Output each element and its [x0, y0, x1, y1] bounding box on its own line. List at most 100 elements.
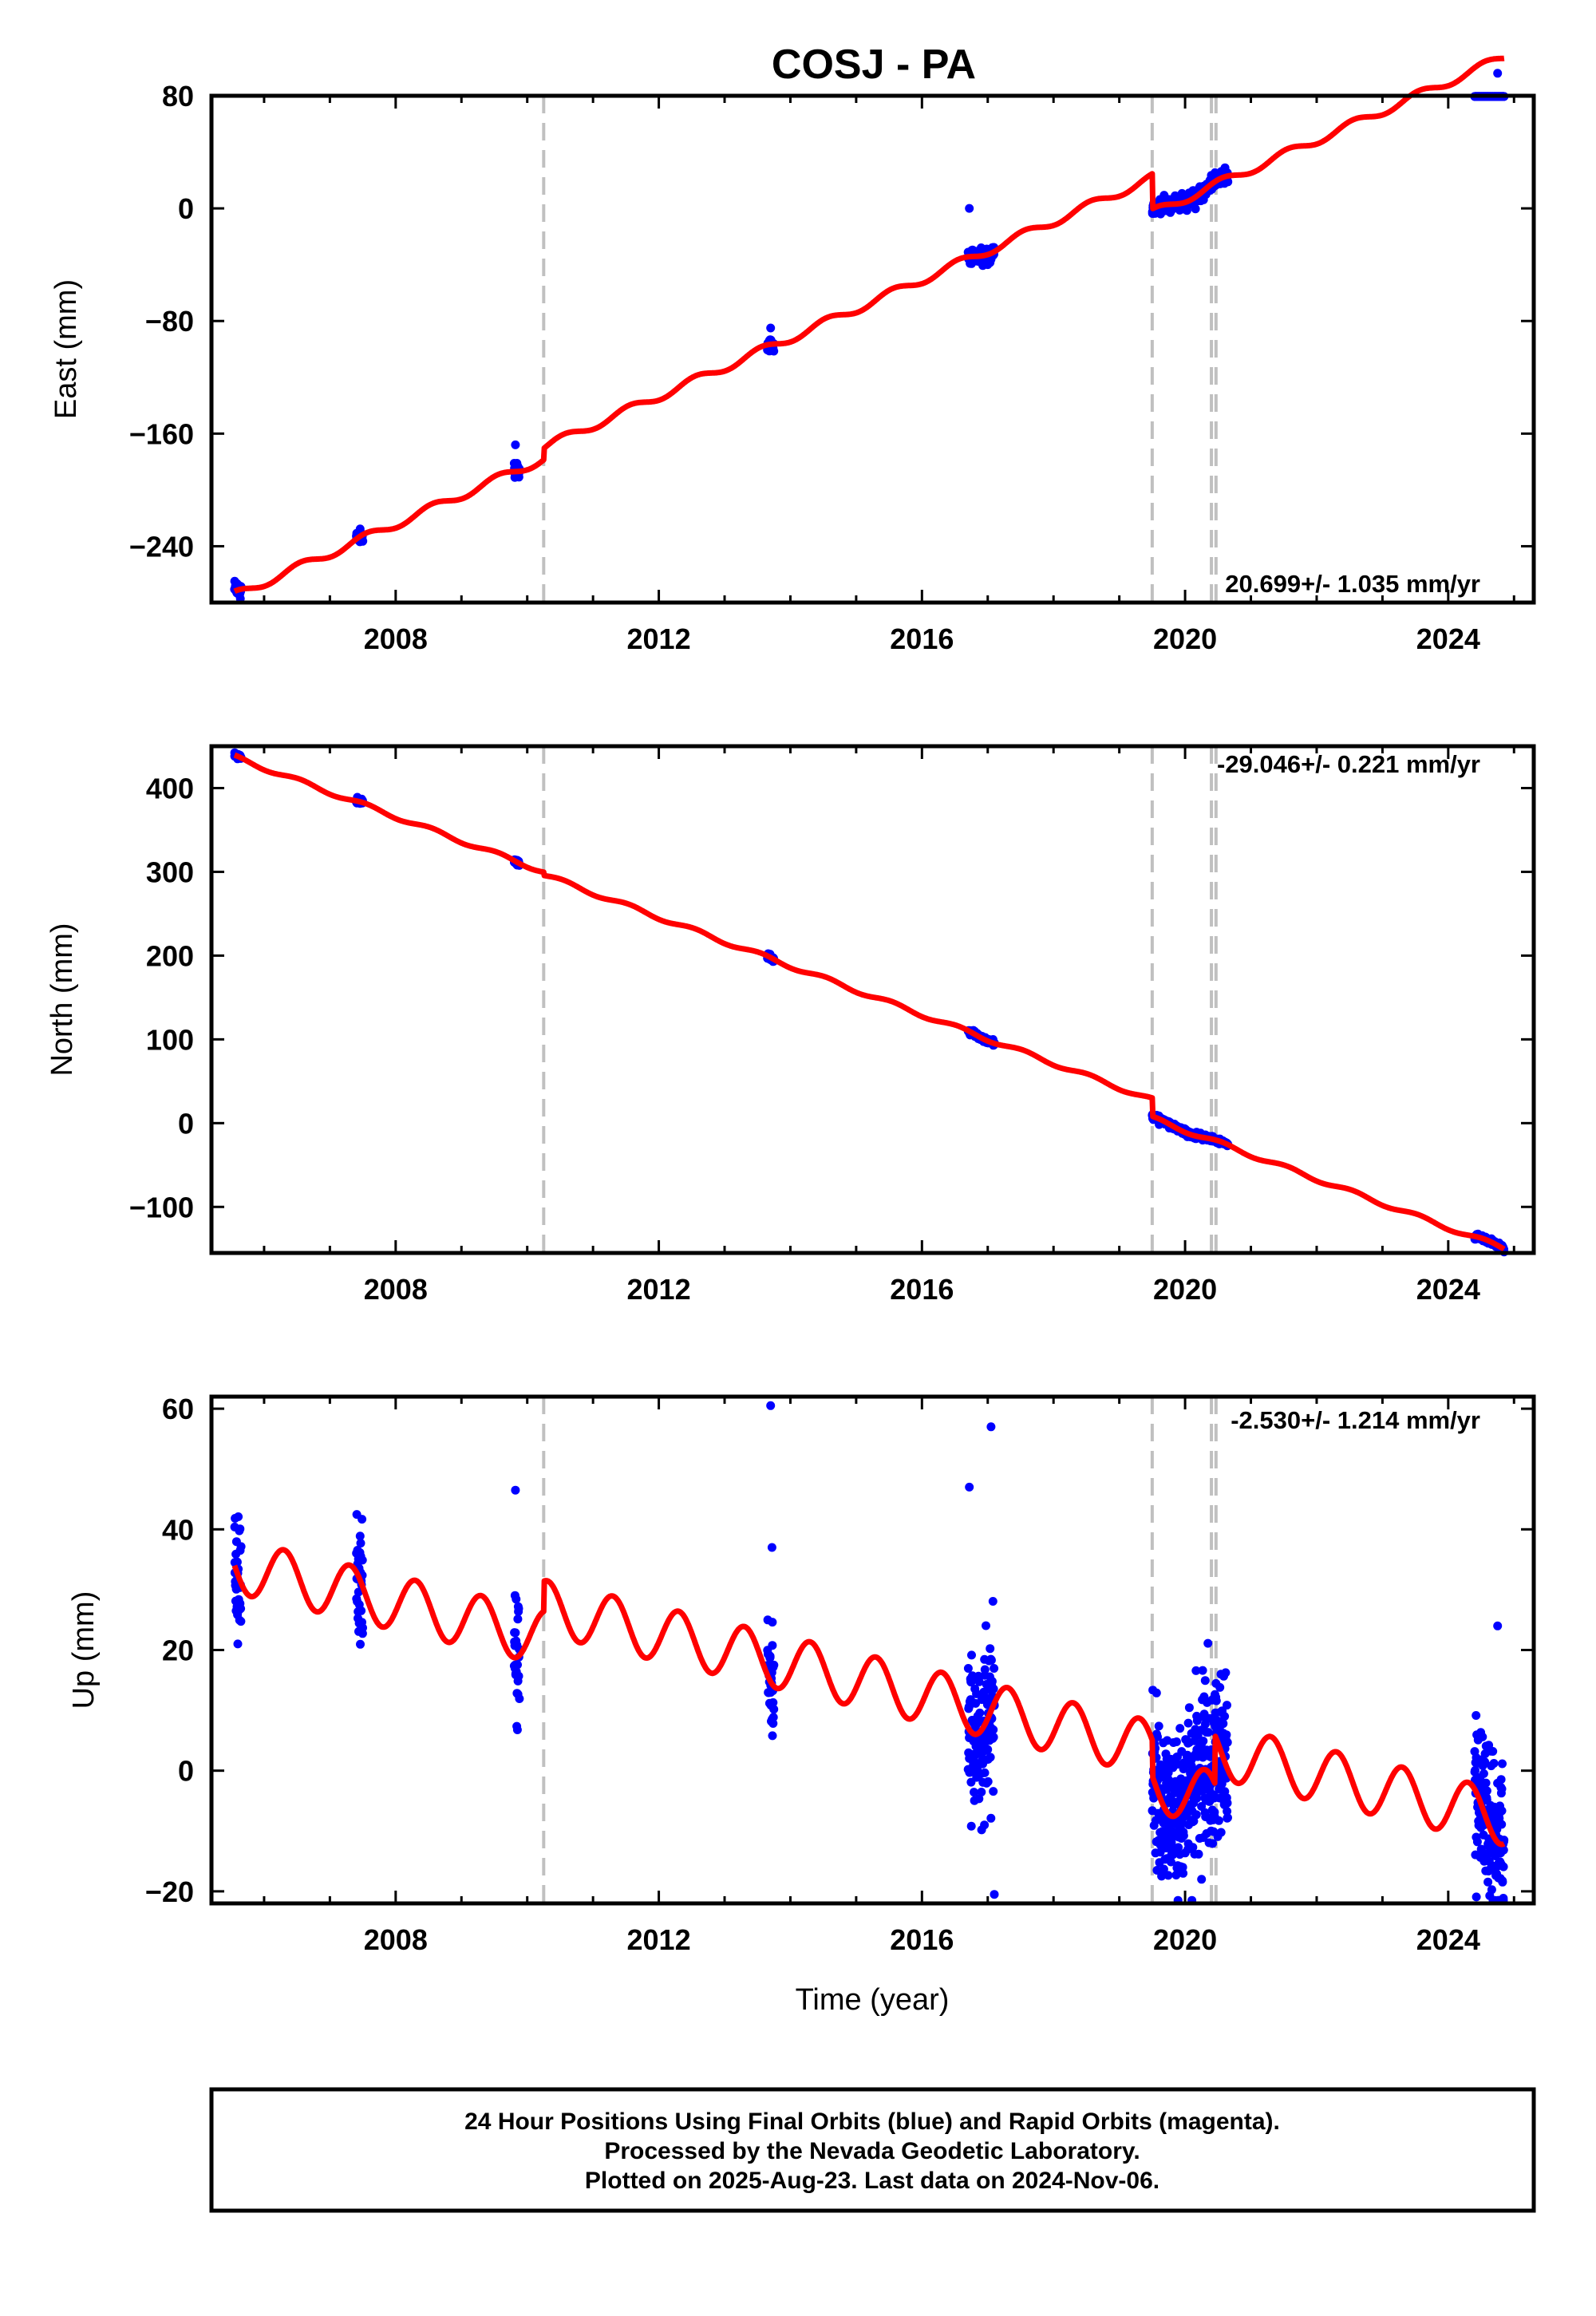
east-data-point: [769, 346, 779, 356]
north-x-tick-label: 2024: [1416, 1273, 1480, 1306]
up-data-point: [1489, 1759, 1499, 1768]
up-data-point: [1187, 1765, 1197, 1774]
up-data-point: [513, 1660, 522, 1670]
east-data-point: [1493, 69, 1503, 78]
up-data-point: [1223, 1798, 1232, 1808]
up-data-point: [970, 1788, 978, 1797]
up-data-point: [768, 1618, 777, 1627]
up-data-point: [1219, 1719, 1228, 1729]
east-y-tick-label: −80: [145, 305, 194, 338]
up-data-point: [986, 1644, 995, 1654]
up-data-point: [989, 1733, 998, 1742]
up-data-point: [1179, 1868, 1188, 1878]
up-data-point: [1215, 1682, 1225, 1692]
east-ylabel: East (mm): [49, 279, 83, 419]
up-data-point: [768, 1641, 777, 1650]
up-y-tick-label: −20: [145, 1875, 194, 1908]
up-y-tick-label: 40: [162, 1513, 194, 1546]
up-data-point: [512, 1725, 522, 1734]
up-data-point: [1493, 1621, 1503, 1630]
up-data-point: [974, 1677, 984, 1686]
east-break-lines: [542, 96, 1218, 603]
footer-line-3: Plotted on 2025-Aug-23. Last data on 202…: [585, 2168, 1159, 2194]
east-panel: 2008 2012 2016 2020 2024 80 0 −80 −160 −240 East …: [49, 55, 1536, 655]
up-data-point: [1211, 1696, 1221, 1705]
east-y-tick-label: −240: [129, 530, 194, 563]
up-data-point: [1174, 1843, 1183, 1852]
up-data-point: [1152, 1688, 1161, 1697]
east-data-point: [766, 323, 776, 333]
east-y-tick-label: 0: [178, 192, 194, 225]
up-data-point: [989, 1684, 998, 1694]
up-data-point: [765, 1651, 775, 1661]
up-data-point: [986, 1655, 996, 1665]
east-data-point: [965, 204, 974, 213]
up-data-point: [966, 1821, 976, 1831]
up-data-point: [1214, 1816, 1223, 1825]
up-data-point: [1188, 1843, 1198, 1852]
north-model-curve: [232, 752, 1507, 1252]
up-data-point: [235, 1524, 245, 1534]
up-data-point: [967, 1650, 976, 1660]
up-data-point: [1222, 1730, 1231, 1740]
up-data-point: [236, 1604, 246, 1614]
up-data-point: [514, 1604, 523, 1614]
north-model-line: [232, 752, 1507, 1252]
up-data-point: [1194, 1849, 1203, 1859]
up-data-point: [1499, 1862, 1508, 1871]
up-data-point: [769, 1660, 779, 1670]
up-data-point: [1171, 1871, 1181, 1879]
up-x-tick-label: 2008: [364, 1923, 428, 1956]
north-x-tick-label: 2016: [890, 1273, 954, 1306]
up-data-point: [1200, 1676, 1210, 1686]
up-data-point: [1175, 1724, 1185, 1733]
up-data-point: [1198, 1666, 1207, 1675]
east-x-tick-label: 2012: [627, 622, 691, 655]
east-data-point: [511, 440, 520, 449]
north-x-tick-label: 2020: [1153, 1273, 1217, 1306]
up-data-point: [1221, 1668, 1231, 1678]
up-data-point: [236, 1617, 246, 1626]
up-data-point: [1183, 1718, 1193, 1728]
up-data-point: [988, 1597, 998, 1606]
up-axes: 2008 2012 2016 2020 2024 60 40 20 0 −20: [145, 1393, 1536, 1956]
up-plot-frame: [209, 1394, 1536, 1906]
footer-line-2: Processed by the Nevada Geodetic Laborat…: [604, 2138, 1140, 2164]
up-data-point: [965, 1482, 974, 1492]
east-model-curve: [232, 55, 1507, 595]
north-y-tick-label: 400: [146, 772, 194, 804]
up-y-tick-label: 0: [178, 1755, 194, 1788]
north-x-tick-label: 2012: [627, 1273, 691, 1306]
up-data-point: [515, 1694, 524, 1703]
up-ylabel: Up (mm): [67, 1591, 101, 1709]
up-data-point: [514, 1671, 523, 1681]
up-data-point: [1179, 1831, 1188, 1840]
up-data-point: [1497, 1784, 1507, 1793]
up-data-point: [1184, 1703, 1194, 1713]
up-x-tick-label: 2024: [1416, 1923, 1480, 1956]
footer-box: 24 Hour Positions Using Final Orbits (bl…: [209, 2087, 1536, 2213]
up-y-tick-label: 20: [162, 1634, 194, 1667]
up-data-point: [1159, 1864, 1168, 1874]
east-x-tick-label: 2016: [890, 622, 954, 655]
up-data-point: [1479, 1769, 1488, 1778]
up-data-point: [986, 1422, 996, 1432]
up-panel: 2008 2012 2016 2020 2024 60 40 20 0 −20 Up (mm) -…: [67, 1393, 1536, 1956]
up-data-point: [990, 1664, 999, 1673]
up-y-tick-label: 60: [162, 1393, 194, 1425]
up-data-point: [1487, 1885, 1496, 1895]
up-data-point: [355, 1531, 365, 1541]
up-data-point: [513, 1614, 523, 1624]
north-ylabel: North (mm): [45, 923, 79, 1076]
up-data-point: [1163, 1871, 1173, 1880]
up-data-point: [234, 1512, 243, 1521]
up-data-point: [983, 1777, 993, 1786]
east-y-tick-label: −160: [129, 417, 194, 450]
east-x-tick-label: 2008: [364, 622, 428, 655]
north-y-tick-label: 0: [178, 1107, 194, 1140]
footer-line-1: 24 Hour Positions Using Final Orbits (bl…: [464, 2109, 1280, 2135]
up-data-point: [1166, 1857, 1175, 1867]
up-data-point: [1488, 1747, 1498, 1756]
up-data-point: [1197, 1875, 1207, 1884]
up-data-point: [236, 1542, 246, 1551]
